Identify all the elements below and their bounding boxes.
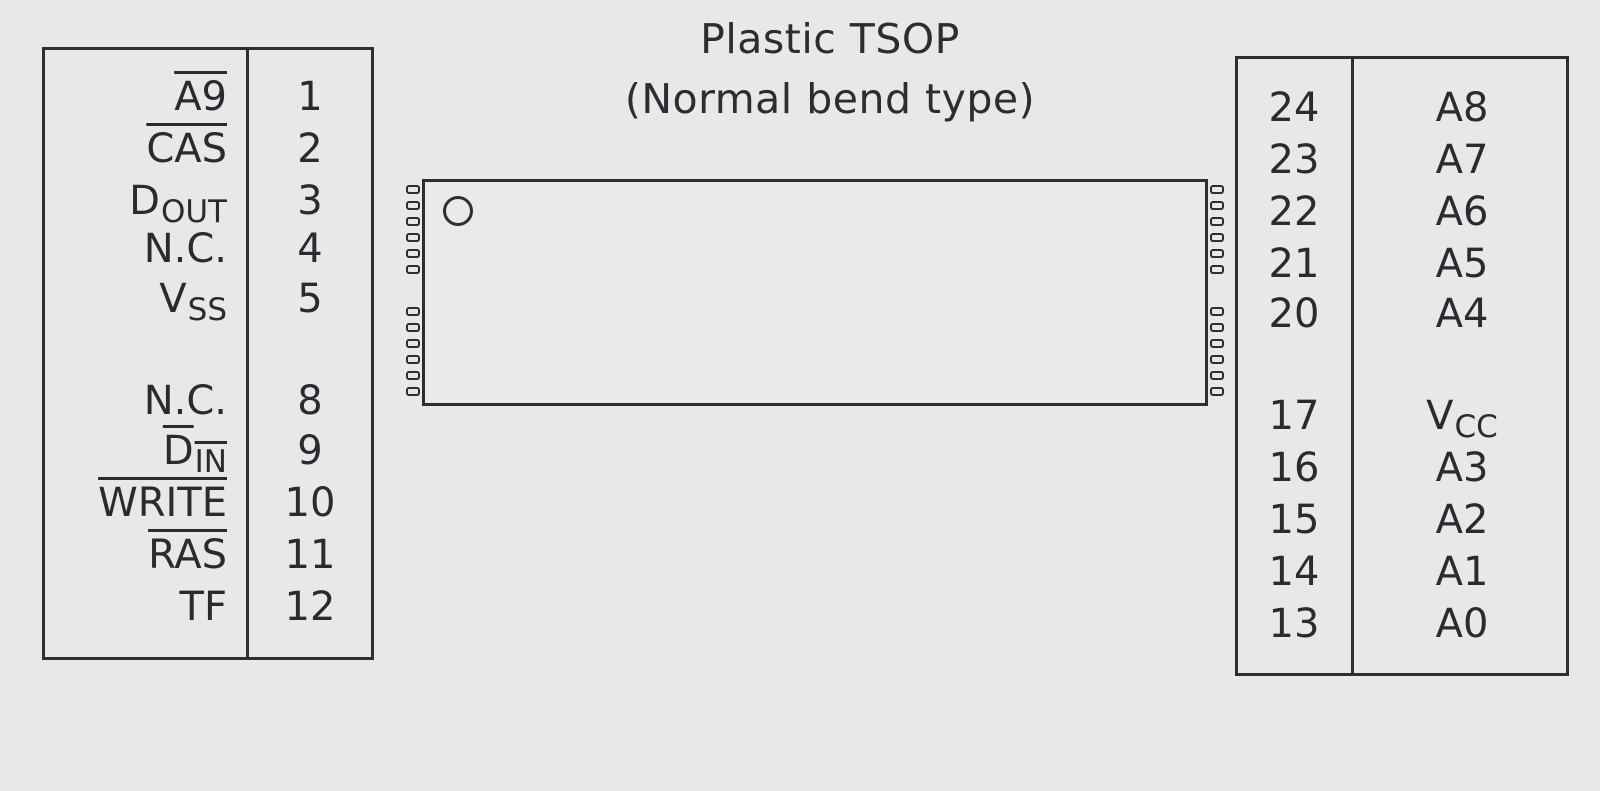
right-table-divider [1351,59,1354,673]
left-pin-label-text: V [159,276,187,322]
right-pin-label: VCC [1356,393,1568,445]
left-pin-label-text: N.C. [143,226,227,272]
left-pin-label: RAS [148,532,227,578]
right-pin-label-text: A7 [1435,137,1489,183]
left-package-lead [406,339,420,348]
right-pin-label: A1 [1356,549,1568,595]
right-package-lead [1210,387,1224,396]
left-package-lead [406,249,420,258]
chip-package-body [422,179,1208,406]
diagram-title: Plastic TSOP [700,15,960,63]
right-pin-number: 15 [1268,497,1320,543]
left-pin-label: CAS [146,126,227,172]
right-pin-label-text: A1 [1435,549,1489,595]
left-pin-label-text: RAS [148,532,227,578]
left-pin-label-text: TF [179,584,227,630]
right-pin-label: A2 [1356,497,1568,543]
left-pin-number: 2 [297,126,323,172]
left-pin-label-text: CAS [146,126,227,172]
pin1-marker-icon [443,196,473,226]
left-pin-label-text: A9 [174,74,227,120]
right-pin-label: A8 [1356,85,1568,131]
right-pin-number: 16 [1268,445,1320,491]
right-package-lead [1210,307,1224,316]
right-pin-label-text: A3 [1435,445,1489,491]
left-pin-label-text: D [162,428,194,474]
right-pin-label-text: A0 [1435,601,1489,647]
right-pin-number: 14 [1268,549,1320,595]
diagram-subtitle: (Normal bend type) [624,75,1036,123]
right-package-lead [1210,371,1224,380]
left-pin-number: 8 [297,378,323,424]
left-pin-label: N.C. [144,378,227,424]
right-pin-label-text: A8 [1435,85,1489,131]
right-pin-label-text: V [1426,393,1454,439]
left-pin-number: 12 [284,584,336,630]
left-pin-number: 3 [297,178,323,224]
right-pin-number: 21 [1268,241,1320,287]
left-pin-number: 5 [297,276,323,322]
right-pin-number: 20 [1268,291,1320,337]
left-pin-label: TF [180,584,227,630]
left-package-lead [406,217,420,226]
left-package-lead [406,307,420,316]
right-package-lead [1210,201,1224,210]
right-pin-label: A3 [1356,445,1568,491]
left-pin-label-subscript: SS [187,292,227,328]
left-pin-label: DIN [162,428,227,480]
right-pin-label: A7 [1356,137,1568,183]
left-package-lead [406,323,420,332]
left-pin-number: 10 [284,480,336,526]
left-pin-number: 11 [284,532,336,578]
left-pin-label-text: D [129,178,160,224]
left-package-lead [406,371,420,380]
left-pin-label: VSS [159,276,227,328]
right-pin-label: A0 [1356,601,1568,647]
right-package-lead [1210,323,1224,332]
left-pin-label: A9 [174,74,227,120]
right-pin-table: 24 A8 23 A7 22 A6 21 A5 20 A4 17 VCC 16 A3 15 A2 14 A1 13 A… [1235,56,1569,676]
right-package-lead [1210,185,1224,194]
left-pin-number: 4 [297,226,323,272]
right-pin-label-text: A6 [1435,189,1489,235]
left-package-lead [406,387,420,396]
left-pin-label: WRITE [98,480,227,526]
right-pin-number: 23 [1268,137,1320,183]
right-package-lead [1210,249,1224,258]
left-package-lead [406,355,420,364]
left-package-lead [406,185,420,194]
right-pin-label-text: A5 [1435,241,1489,287]
left-pin-table: A9 1 CAS 2 DOUT 3 N.C. 4 VSS 5 N.C. 8 DIN 9 WRITE 10 RAS… [42,47,374,660]
left-pin-label-subscript: OUT [160,194,227,230]
right-package-lead [1210,217,1224,226]
right-package-lead [1210,355,1224,364]
right-pin-number: 13 [1268,601,1320,647]
right-package-lead [1210,339,1224,348]
left-table-divider [246,50,249,657]
right-pin-label: A4 [1356,291,1568,337]
left-pin-number: 9 [297,428,323,474]
right-package-lead [1210,233,1224,242]
right-pin-label-subscript: CC [1454,409,1498,445]
right-pin-label-text: A4 [1435,291,1489,337]
left-package-lead [406,201,420,210]
left-package-lead [406,233,420,242]
left-package-lead [406,265,420,274]
left-pin-label-text: N.C. [143,378,227,424]
right-pin-number: 24 [1268,85,1320,131]
left-pin-label: N.C. [144,226,227,272]
right-package-lead [1210,265,1224,274]
right-pin-label: A6 [1356,189,1568,235]
left-pin-label: DOUT [129,178,227,230]
right-pin-number: 22 [1268,189,1320,235]
left-pin-number: 1 [297,74,323,120]
left-pin-label-subscript: IN [194,444,227,480]
right-pin-label: A5 [1356,241,1568,287]
right-pin-number: 17 [1268,393,1320,439]
left-pin-label-text: WRITE [98,480,227,526]
right-pin-label-text: A2 [1435,497,1489,543]
